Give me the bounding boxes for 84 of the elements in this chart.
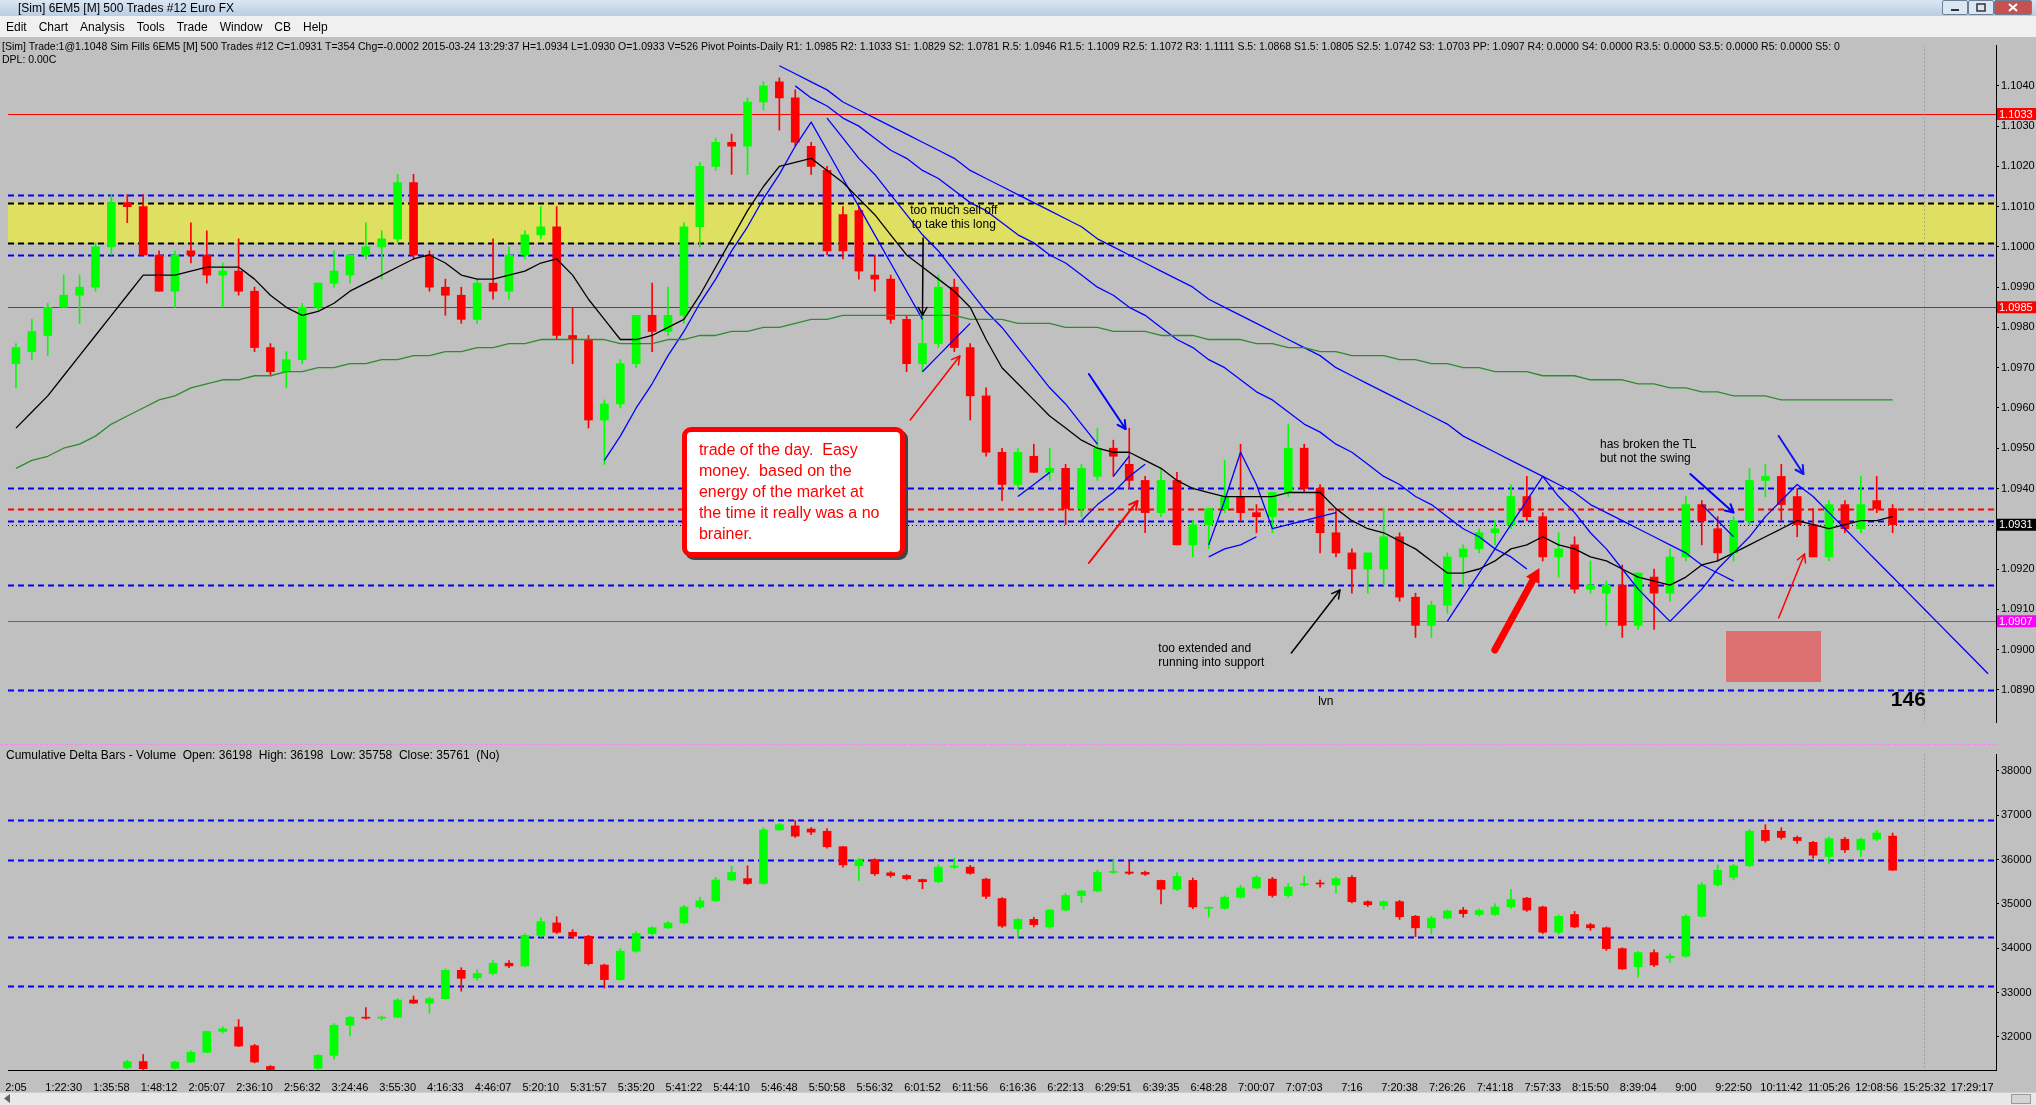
y-tick-label: 38000 xyxy=(2001,764,2032,777)
x-tick-label: 11:05:26 xyxy=(1808,1080,1851,1093)
x-tick-label: 2:05 xyxy=(5,1080,27,1093)
x-tick-label: 5:35:20 xyxy=(617,1080,655,1093)
x-tick-label: 3:24:46 xyxy=(331,1080,369,1093)
y-tick-label: 1.0950 xyxy=(2001,441,2035,454)
y-tick-label: 36000 xyxy=(2001,852,2032,865)
text: Help xyxy=(302,19,329,34)
x-tick-label: 12:08:56 xyxy=(1855,1080,1899,1093)
y-tick-label: 1.1010 xyxy=(2001,199,2035,212)
x-tick-label: 6:39:35 xyxy=(1142,1080,1180,1093)
x-tick-label: 9:22:50 xyxy=(1715,1080,1752,1093)
x-tick-label: 4:46:07 xyxy=(474,1080,512,1093)
x-tick-label: 6:01:52 xyxy=(904,1080,941,1093)
x-tick-label: 5:31:57 xyxy=(570,1080,607,1093)
x-tick-label: 7:41:18 xyxy=(1476,1080,1514,1093)
x-tick-label: 7:07:03 xyxy=(1285,1080,1323,1093)
chart-title: [Sim] 6EM5 [M] 500 Trades #12 Euro FX xyxy=(18,1,235,15)
y-tick-label: 1.0990 xyxy=(2001,280,2035,293)
x-tick-label: 7:57:33 xyxy=(1524,1080,1562,1093)
x-tick-label: 5:20:10 xyxy=(522,1080,560,1093)
ref-line-label: 1.0985 xyxy=(1999,300,2033,313)
x-tick-label: 7:16 xyxy=(1341,1080,1363,1093)
y-tick-label: 1.1000 xyxy=(2001,239,2035,252)
x-tick-label: 5:50:58 xyxy=(808,1080,846,1093)
x-tick-label: 3:55:30 xyxy=(379,1080,416,1093)
x-tick-label: 6:48:28 xyxy=(1190,1080,1228,1093)
annotation: has broken the TL but not the swing xyxy=(1600,437,1697,465)
ref-line-label: 1.1033 xyxy=(1999,107,2033,120)
x-tick-label: 7:20:38 xyxy=(1381,1080,1418,1093)
annotation: too extended and running into support xyxy=(1158,641,1265,669)
text: Chart xyxy=(37,19,70,34)
x-tick-label: 6:22:13 xyxy=(1047,1080,1084,1093)
x-tick-label: 2:36:10 xyxy=(236,1080,273,1093)
y-tick-label: 1.0960 xyxy=(2001,400,2035,413)
x-tick-label: 7:26:26 xyxy=(1428,1080,1466,1093)
ref-line-label: 1.0931 xyxy=(1999,518,2033,531)
y-tick-label: 1.0970 xyxy=(2001,360,2035,373)
x-tick-label: 15:25:32 xyxy=(1903,1080,1946,1093)
x-tick-label: 7:00:07 xyxy=(1238,1080,1275,1093)
ref-line-label: 1.0907 xyxy=(1999,614,2033,627)
y-tick-label: 35000 xyxy=(2001,896,2032,909)
y-tick-label: 1.0920 xyxy=(2001,562,2035,575)
x-tick-label: 1:35:58 xyxy=(93,1080,130,1093)
text: Analysis xyxy=(79,19,126,34)
x-tick-label: 5:44:10 xyxy=(713,1080,750,1093)
x-tick-label: 2:05:07 xyxy=(188,1080,226,1093)
y-tick-label: 37000 xyxy=(2001,808,2032,821)
y-tick-label: 34000 xyxy=(2001,941,2032,954)
text: Window xyxy=(218,19,264,34)
text: Trade xyxy=(175,19,209,34)
x-tick-label: 5:41:22 xyxy=(665,1080,703,1093)
x-tick-label: 8:15:50 xyxy=(1572,1080,1609,1093)
y-tick-label: 32000 xyxy=(2001,1029,2032,1042)
x-tick-label: 1:22:30 xyxy=(45,1080,83,1093)
x-tick-label: 2:56:32 xyxy=(283,1080,321,1093)
x-tick-label: 6:16:36 xyxy=(999,1080,1037,1093)
x-tick-label: 17:29:17 xyxy=(1950,1080,1994,1093)
x-tick-label: 1:48:12 xyxy=(140,1080,178,1093)
x-tick-label: 10:11:42 xyxy=(1760,1080,1803,1093)
x-tick-label: 5:56:32 xyxy=(856,1080,894,1093)
x-tick-label: 4:16:33 xyxy=(427,1080,464,1093)
x-tick-label: 6:29:51 xyxy=(1094,1080,1132,1093)
annotation: 146 xyxy=(1890,686,1926,711)
y-tick-label: 1.0980 xyxy=(2001,320,2035,333)
text: Edit xyxy=(5,19,28,34)
y-tick-label: 1.0940 xyxy=(2001,481,2035,494)
y-tick-label: 1.0900 xyxy=(2001,642,2035,655)
annotation: trade of the day. Easy money. based on the energy of the market at the time it really was a no brainer. xyxy=(698,441,881,542)
y-tick-label: 33000 xyxy=(2001,985,2032,998)
y-tick-label: 1.1030 xyxy=(2001,119,2035,132)
text: Tools xyxy=(135,19,166,34)
x-tick-label: 5:46:48 xyxy=(760,1080,798,1093)
y-tick-label: 1.1020 xyxy=(2001,159,2035,172)
y-tick-label: 1.0910 xyxy=(2001,602,2035,615)
chart-subtitle: [Sim] Trade:1@1.1048 Sim Fills 6EM5 [M] 500 Trades #12 C=1.0931 T=354 Chg=-0.0002 2015-03-24 13:29:37 H=1.0934 L=1.0930 O=1.0933 V=526 Pivot Points-Daily R1: 1.0985 R2: 1.1033 S1: 1.0829 S2: 1.0781 R.5: 1.0946 R1.5: 1.1009 R2.5: 1.1072 R3: 1.1111 S.5: 1.0868 S1.5: 1.0805 S2.5: 1.0742 S3: 1.0703 PP: 1.0907 R4: 0.0000 S4: 0.0000 R3.5: 0.0000 S3.5: 0.0000 R5: 0.0000 S5: 0 DPL: 0.00C xyxy=(2,40,1841,66)
annotation: lvn xyxy=(1318,694,1334,708)
x-tick-label: 9:00 xyxy=(1675,1080,1697,1093)
y-tick-label: 1.1040 xyxy=(2001,78,2035,91)
chart-title: Cumulative Delta Bars - Volume Open: 36198 High: 36198 Low: 35758 Close: 35761 (No) xyxy=(6,748,500,762)
x-tick-label: 8:39:04 xyxy=(1619,1080,1657,1093)
text: CB xyxy=(273,19,292,34)
x-tick-label: 6:11:56 xyxy=(952,1080,989,1093)
y-tick-label: 1.0890 xyxy=(2001,682,2035,695)
